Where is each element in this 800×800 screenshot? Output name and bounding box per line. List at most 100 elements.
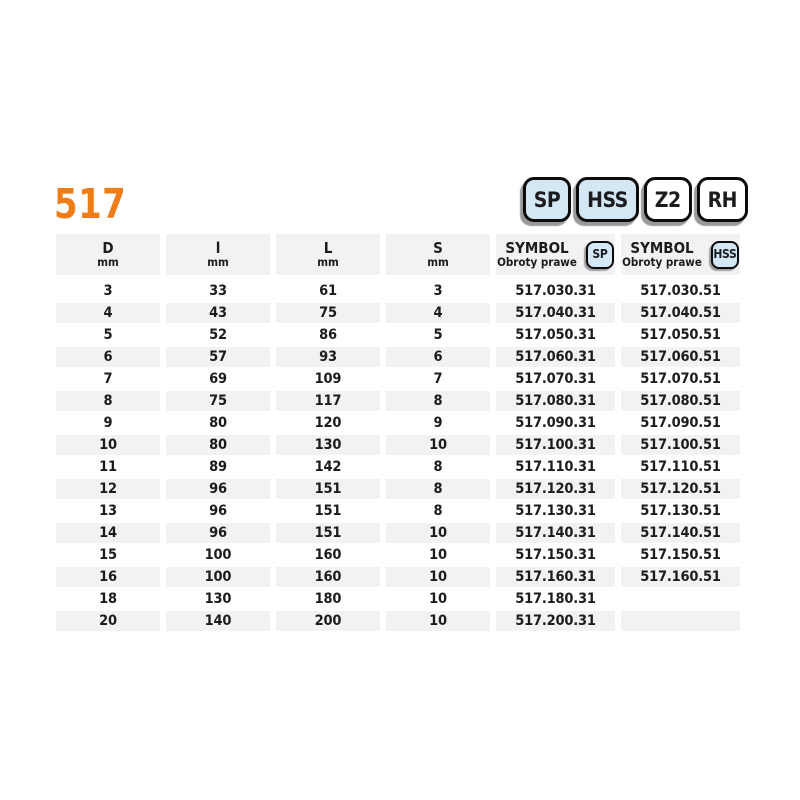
table-cell: [621, 610, 740, 632]
column-label: S: [433, 238, 443, 257]
table-cell: 130: [204, 591, 232, 607]
table-cell: 69: [209, 371, 227, 387]
table-cell: 10: [56, 434, 160, 456]
column-label: SYMBOL: [505, 238, 569, 257]
table-cell: 517.180.31: [515, 591, 596, 607]
spec-badge-rh: RH: [696, 177, 748, 222]
column-label: l: [215, 238, 221, 257]
column-header-s: S mm: [386, 234, 490, 275]
table-cell: 180: [314, 591, 342, 607]
table-cell: 10: [386, 522, 490, 544]
table-cell: 8: [433, 503, 443, 519]
table-cell: 75: [166, 390, 270, 412]
table-body: 3 33 61 3 517.030.31 517.030.51 4 43 75 4 517.040.…: [56, 280, 740, 632]
table-row: 8 75 117 8 517.080.31 517.080.51: [56, 390, 740, 412]
table-cell: 12: [56, 478, 160, 500]
table-cell: 4: [56, 302, 160, 324]
table-cell: [621, 588, 740, 610]
table-row: 12 96 151 8 517.120.31 517.120.51: [56, 478, 740, 500]
table-cell: 4: [386, 302, 490, 324]
table-cell: 151: [276, 478, 380, 500]
table-header-row: D mm l mm L mm S mm SYMBOL Obroty prawe …: [56, 234, 740, 275]
table-cell: 52: [209, 327, 227, 343]
table-cell: 80: [209, 415, 227, 431]
column-unit: mm: [207, 255, 229, 270]
table-row: 11 89 142 8 517.110.31 517.110.51: [56, 456, 740, 478]
table-row: 13 96 151 8 517.130.31 517.130.51: [56, 500, 740, 522]
table-cell: 10: [429, 547, 447, 563]
table-cell: 160: [276, 566, 380, 588]
table-cell: 3: [433, 283, 443, 299]
table-cell: 14: [56, 522, 160, 544]
table-row: 6 57 93 6 517.060.31 517.060.51: [56, 346, 740, 368]
sp-mini-badge: SP: [585, 240, 614, 269]
table-cell: 57: [166, 346, 270, 368]
table-cell: 140: [166, 610, 270, 632]
table-cell: 151: [276, 522, 380, 544]
table-cell: 5: [103, 327, 113, 343]
table-cell: 15: [99, 547, 117, 563]
table-cell: 86: [319, 327, 337, 343]
table-cell: 6: [56, 346, 160, 368]
table-cell: 517.110.51: [640, 459, 721, 475]
table-cell: 18: [99, 591, 117, 607]
table-cell: 517.130.31: [515, 503, 596, 519]
column-header-text: SYMBOL Obroty prawe: [497, 238, 577, 270]
table-cell: 10: [386, 434, 490, 456]
size-table: D mm l mm L mm S mm SYMBOL Obroty prawe …: [56, 234, 740, 632]
table-cell: 517.160.31: [496, 566, 615, 588]
table-cell: 120: [314, 415, 342, 431]
table-cell: 517.060.51: [621, 346, 740, 368]
table-cell: 13: [99, 503, 117, 519]
column-subtitle: Obroty prawe: [622, 255, 702, 270]
table-row: 4 43 75 4 517.040.31 517.040.51: [56, 302, 740, 324]
table-cell: 89: [209, 459, 227, 475]
table-cell: 33: [209, 283, 227, 299]
column-header-l-working: l mm: [166, 234, 270, 275]
table-cell: 7: [433, 371, 443, 387]
table-cell: 517.150.51: [640, 547, 721, 563]
table-cell: 9: [433, 415, 443, 431]
table-cell: 75: [276, 302, 380, 324]
table-cell: 517.040.51: [621, 302, 740, 324]
table-cell: 8: [56, 390, 160, 412]
table-cell: 200: [276, 610, 380, 632]
table-cell: 43: [166, 302, 270, 324]
table-cell: 517.110.31: [515, 459, 596, 475]
table-cell: 100: [204, 547, 232, 563]
spec-badge-row: SP HSS Z2 RH: [522, 177, 748, 222]
table-row: 5 52 86 5 517.050.31 517.050.51: [56, 324, 740, 346]
table-cell: 9: [103, 415, 113, 431]
table-cell: 10: [429, 591, 447, 607]
table-cell: 517.100.31: [496, 434, 615, 456]
table-cell: 160: [314, 547, 342, 563]
table-cell: 96: [166, 478, 270, 500]
table-cell: 517.160.51: [621, 566, 740, 588]
table-cell: 517.050.31: [515, 327, 596, 343]
table-cell: 517.030.51: [640, 283, 721, 299]
table-cell: 517.080.51: [621, 390, 740, 412]
table-cell: 10: [386, 566, 490, 588]
table-cell: 3: [103, 283, 113, 299]
column-header-d: D mm: [56, 234, 160, 275]
table-cell: 7: [103, 371, 113, 387]
table-row: 3 33 61 3 517.030.31 517.030.51: [56, 280, 740, 302]
table-cell: 109: [314, 371, 342, 387]
table-cell: 517.090.31: [515, 415, 596, 431]
table-cell: 517.200.31: [496, 610, 615, 632]
table-cell: 10: [386, 610, 490, 632]
table-cell: 96: [209, 503, 227, 519]
column-unit: mm: [427, 255, 449, 270]
table-row: 7 69 109 7 517.070.31 517.070.51: [56, 368, 740, 390]
column-label: SYMBOL: [630, 238, 694, 257]
table-cell: 93: [276, 346, 380, 368]
table-row: 14 96 151 10 517.140.31 517.140.51: [56, 522, 740, 544]
table-cell: 517.070.51: [640, 371, 721, 387]
table-cell: 61: [319, 283, 337, 299]
table-cell: 517.070.31: [515, 371, 596, 387]
column-unit: mm: [97, 255, 119, 270]
table-row: 15 100 160 10 517.150.31 517.150.51: [56, 544, 740, 566]
table-cell: 11: [99, 459, 117, 475]
table-cell: 100: [166, 566, 270, 588]
table-row: 18 130 180 10 517.180.31: [56, 588, 740, 610]
